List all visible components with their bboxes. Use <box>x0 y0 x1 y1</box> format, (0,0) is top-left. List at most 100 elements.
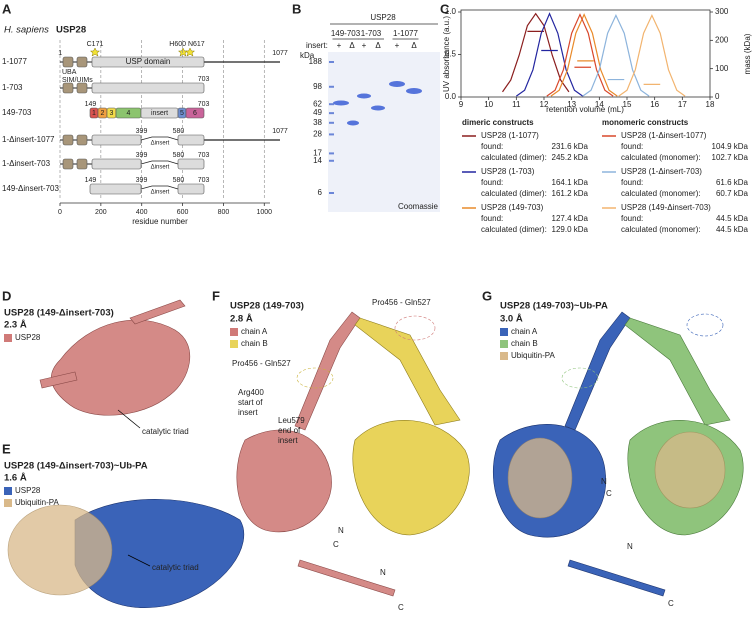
pointer <box>117 409 141 429</box>
y2-tick-label: 300 <box>715 7 729 16</box>
deletion <box>140 136 179 141</box>
legend-label: USP28 (1-703) <box>481 167 535 176</box>
annotation: catalytic triad <box>142 427 189 436</box>
domain <box>91 82 205 94</box>
x-tick-label: 9 <box>459 100 464 109</box>
x-tick-label: 200 <box>95 209 107 216</box>
calc-label: calculated (monomer): <box>621 153 701 162</box>
lane-label: Δ <box>349 41 355 50</box>
band <box>371 105 385 111</box>
band <box>406 88 422 94</box>
x-tick-label: 600 <box>177 209 189 216</box>
annotation: Pro456 - Gln527 <box>372 298 431 307</box>
marker-band <box>329 192 334 194</box>
y-axis-label: UV absorbance (a.u.) <box>442 16 451 92</box>
domain-label: USP domain <box>126 57 171 66</box>
helix <box>294 311 361 431</box>
marker-band <box>329 112 334 115</box>
calc-value: 102.7 kDa <box>712 153 749 162</box>
band <box>333 100 349 106</box>
annotation: insert <box>278 436 298 445</box>
domain <box>91 56 205 68</box>
legend-label: USP28 (1-Δinsert-1077) <box>621 131 707 140</box>
residue-label: 580 <box>173 152 185 159</box>
residue-label: 399 <box>136 152 148 159</box>
deletion <box>140 160 179 165</box>
marker-band <box>329 133 334 136</box>
residue-label: 1 <box>58 50 62 57</box>
found-label: found: <box>481 214 503 223</box>
resolution: 3.0 Å <box>500 314 523 325</box>
legend-label: chain A <box>511 327 538 336</box>
domain <box>91 158 142 170</box>
gap-outline <box>561 367 599 389</box>
marker-band <box>329 61 334 63</box>
found-label: found: <box>621 142 643 151</box>
y2-tick-label: 100 <box>715 64 729 73</box>
found-value: 44.5 kDa <box>716 214 749 223</box>
legend-label: USP28 <box>15 486 41 495</box>
x-tick-label: 15 <box>623 100 632 109</box>
lane-label: + <box>362 41 367 50</box>
band <box>357 93 371 99</box>
terminus: C <box>333 540 339 549</box>
domain-label: UBA <box>62 69 77 76</box>
domain <box>185 107 205 119</box>
domain <box>177 134 205 146</box>
segment-label: 6 <box>193 110 197 117</box>
marker-band <box>329 152 334 155</box>
stain-label: Coomassie <box>398 202 439 211</box>
residue-label: 703 <box>198 177 210 184</box>
domain <box>76 134 88 146</box>
marker-label: 188 <box>309 57 323 66</box>
panel-letter: D <box>2 288 11 303</box>
terminus: N <box>601 477 607 486</box>
gap-outline <box>296 367 334 389</box>
found-label: found: <box>621 214 643 223</box>
gap-outline <box>686 313 724 337</box>
domain <box>89 183 142 195</box>
residue-label: 703 <box>198 101 210 108</box>
x-axis-label: residue number <box>132 217 188 226</box>
segment-label: 3 <box>110 110 114 117</box>
ubiquitin-surface <box>7 504 113 596</box>
legend-label: chain B <box>511 339 538 348</box>
construct-label: 1-703 <box>2 83 23 92</box>
species: H. sapiens <box>4 25 49 36</box>
bands <box>333 81 422 126</box>
legend-swatch <box>500 328 508 336</box>
lane-label: + <box>395 41 400 50</box>
residue-label: 1077 <box>272 50 288 57</box>
segment-label: 5 <box>180 110 184 117</box>
legend-swatch <box>230 340 238 348</box>
legend-label: USP28 (149-Δinsert-703) <box>621 203 711 212</box>
lane-label: Δ <box>411 41 417 50</box>
ubiquitin-surface <box>654 431 726 509</box>
protein-blob <box>74 499 245 608</box>
calc-value: 44.5 kDa <box>716 225 749 234</box>
terminus: C <box>606 489 612 498</box>
marker-label: 38 <box>313 118 322 127</box>
y2-tick-label: 200 <box>715 35 729 44</box>
panel-letter: B <box>292 1 301 16</box>
residue-label: 399 <box>136 128 148 135</box>
construct-label: 1-703 <box>361 29 382 38</box>
calc-value: 60.7 kDa <box>716 189 749 198</box>
residue-label: 149 <box>85 101 97 108</box>
construct-label: 149-703 <box>2 108 32 117</box>
terminus: C <box>668 599 674 608</box>
x-tick-label: 14 <box>595 100 604 109</box>
domain <box>62 134 74 146</box>
domain <box>62 56 74 68</box>
unit-label: kDa <box>300 51 315 60</box>
y2-axis-label: mass (kDa) <box>743 33 752 74</box>
structure <box>39 299 191 416</box>
found-label: found: <box>481 178 503 187</box>
annotation: end of <box>278 426 301 435</box>
found-value: 231.6 kDa <box>552 142 589 151</box>
found-value: 61.6 kDa <box>716 178 749 187</box>
star <box>89 47 101 57</box>
legend-swatch <box>500 352 508 360</box>
residue-label: 703 <box>198 76 210 83</box>
domain <box>62 158 74 170</box>
